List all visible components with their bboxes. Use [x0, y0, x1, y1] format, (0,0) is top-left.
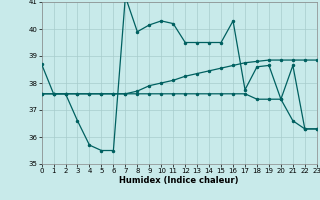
X-axis label: Humidex (Indice chaleur): Humidex (Indice chaleur) — [119, 176, 239, 185]
